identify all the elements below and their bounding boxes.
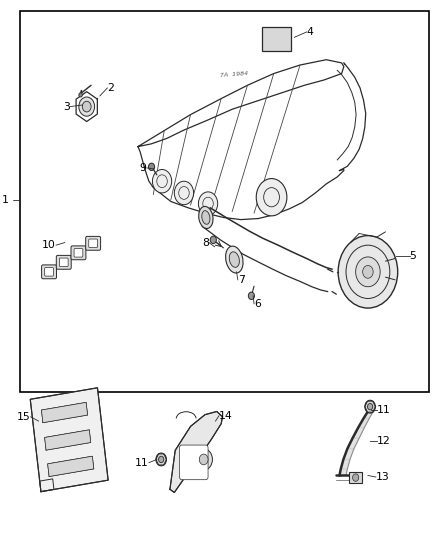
FancyBboxPatch shape xyxy=(349,472,362,483)
Text: 7A  1984: 7A 1984 xyxy=(220,71,249,78)
Circle shape xyxy=(156,453,166,466)
Circle shape xyxy=(210,236,216,244)
FancyBboxPatch shape xyxy=(180,445,208,480)
Circle shape xyxy=(353,474,359,481)
Circle shape xyxy=(248,292,254,300)
Text: 9: 9 xyxy=(140,163,147,173)
Polygon shape xyxy=(364,411,373,418)
Text: 3: 3 xyxy=(63,102,70,111)
Circle shape xyxy=(152,169,172,193)
Text: 2: 2 xyxy=(107,83,114,93)
Text: 14: 14 xyxy=(219,411,233,421)
Circle shape xyxy=(367,403,373,410)
Polygon shape xyxy=(343,449,354,459)
Circle shape xyxy=(79,97,95,116)
Text: 8: 8 xyxy=(202,238,209,247)
FancyBboxPatch shape xyxy=(60,258,68,266)
Circle shape xyxy=(79,93,82,97)
Text: 1: 1 xyxy=(2,195,9,205)
Text: 7: 7 xyxy=(238,275,245,285)
Bar xyxy=(20,11,429,392)
Circle shape xyxy=(82,101,91,112)
Circle shape xyxy=(198,192,218,215)
Polygon shape xyxy=(45,430,91,450)
Circle shape xyxy=(199,454,208,465)
Polygon shape xyxy=(347,438,359,449)
Text: 6: 6 xyxy=(254,299,261,309)
Polygon shape xyxy=(358,418,369,427)
Polygon shape xyxy=(368,406,376,411)
FancyBboxPatch shape xyxy=(86,236,101,250)
Text: 13: 13 xyxy=(376,472,389,482)
Text: 12: 12 xyxy=(377,437,390,446)
Circle shape xyxy=(159,456,164,463)
Text: 15: 15 xyxy=(17,412,31,422)
Circle shape xyxy=(256,179,287,216)
Ellipse shape xyxy=(199,206,213,229)
Polygon shape xyxy=(341,459,350,469)
FancyBboxPatch shape xyxy=(42,265,57,279)
Circle shape xyxy=(195,449,212,470)
Text: 10: 10 xyxy=(42,240,56,250)
Polygon shape xyxy=(339,469,347,475)
Polygon shape xyxy=(353,427,364,438)
Ellipse shape xyxy=(226,246,243,273)
Text: 11: 11 xyxy=(377,406,390,415)
Circle shape xyxy=(365,400,375,413)
Polygon shape xyxy=(30,388,108,491)
FancyBboxPatch shape xyxy=(262,27,291,51)
Text: 4: 4 xyxy=(307,27,314,37)
FancyBboxPatch shape xyxy=(57,255,71,269)
Circle shape xyxy=(174,181,194,205)
Circle shape xyxy=(148,163,155,171)
Text: 5: 5 xyxy=(410,251,417,261)
Circle shape xyxy=(363,265,373,278)
Polygon shape xyxy=(170,411,223,492)
Circle shape xyxy=(338,236,398,308)
Ellipse shape xyxy=(229,252,240,268)
FancyBboxPatch shape xyxy=(89,239,98,247)
FancyBboxPatch shape xyxy=(45,268,53,276)
Polygon shape xyxy=(42,402,88,423)
Ellipse shape xyxy=(202,211,210,224)
FancyBboxPatch shape xyxy=(71,246,86,260)
Circle shape xyxy=(356,257,380,287)
Polygon shape xyxy=(48,456,94,477)
FancyBboxPatch shape xyxy=(74,248,83,257)
Text: 11: 11 xyxy=(135,458,149,467)
